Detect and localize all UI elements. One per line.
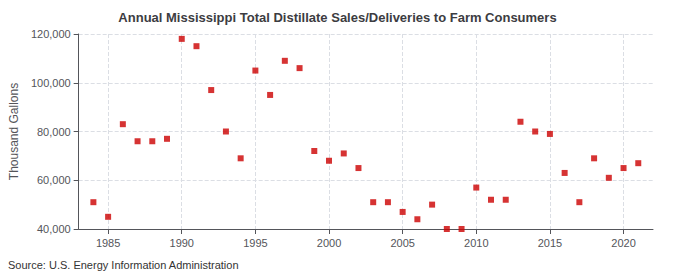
svg-text:80,000: 80,000 xyxy=(37,126,71,138)
svg-text:1995: 1995 xyxy=(243,237,267,249)
svg-text:Source: U.S. Energy Informatio: Source: U.S. Energy Information Administ… xyxy=(8,259,239,271)
svg-text:40,000: 40,000 xyxy=(37,223,71,235)
svg-text:2005: 2005 xyxy=(390,237,414,249)
svg-text:Thousand Gallons: Thousand Gallons xyxy=(7,83,21,180)
svg-text:2020: 2020 xyxy=(611,237,635,249)
svg-text:1990: 1990 xyxy=(170,237,194,249)
svg-text:60,000: 60,000 xyxy=(37,174,71,186)
svg-text:Annual Mississippi Total Disti: Annual Mississippi Total Distillate Sale… xyxy=(118,10,556,25)
svg-text:2010: 2010 xyxy=(464,237,488,249)
svg-text:100,000: 100,000 xyxy=(31,77,71,89)
svg-text:2015: 2015 xyxy=(538,237,562,249)
svg-text:1985: 1985 xyxy=(96,237,120,249)
svg-text:2000: 2000 xyxy=(317,237,341,249)
svg-text:120,000: 120,000 xyxy=(31,28,71,40)
